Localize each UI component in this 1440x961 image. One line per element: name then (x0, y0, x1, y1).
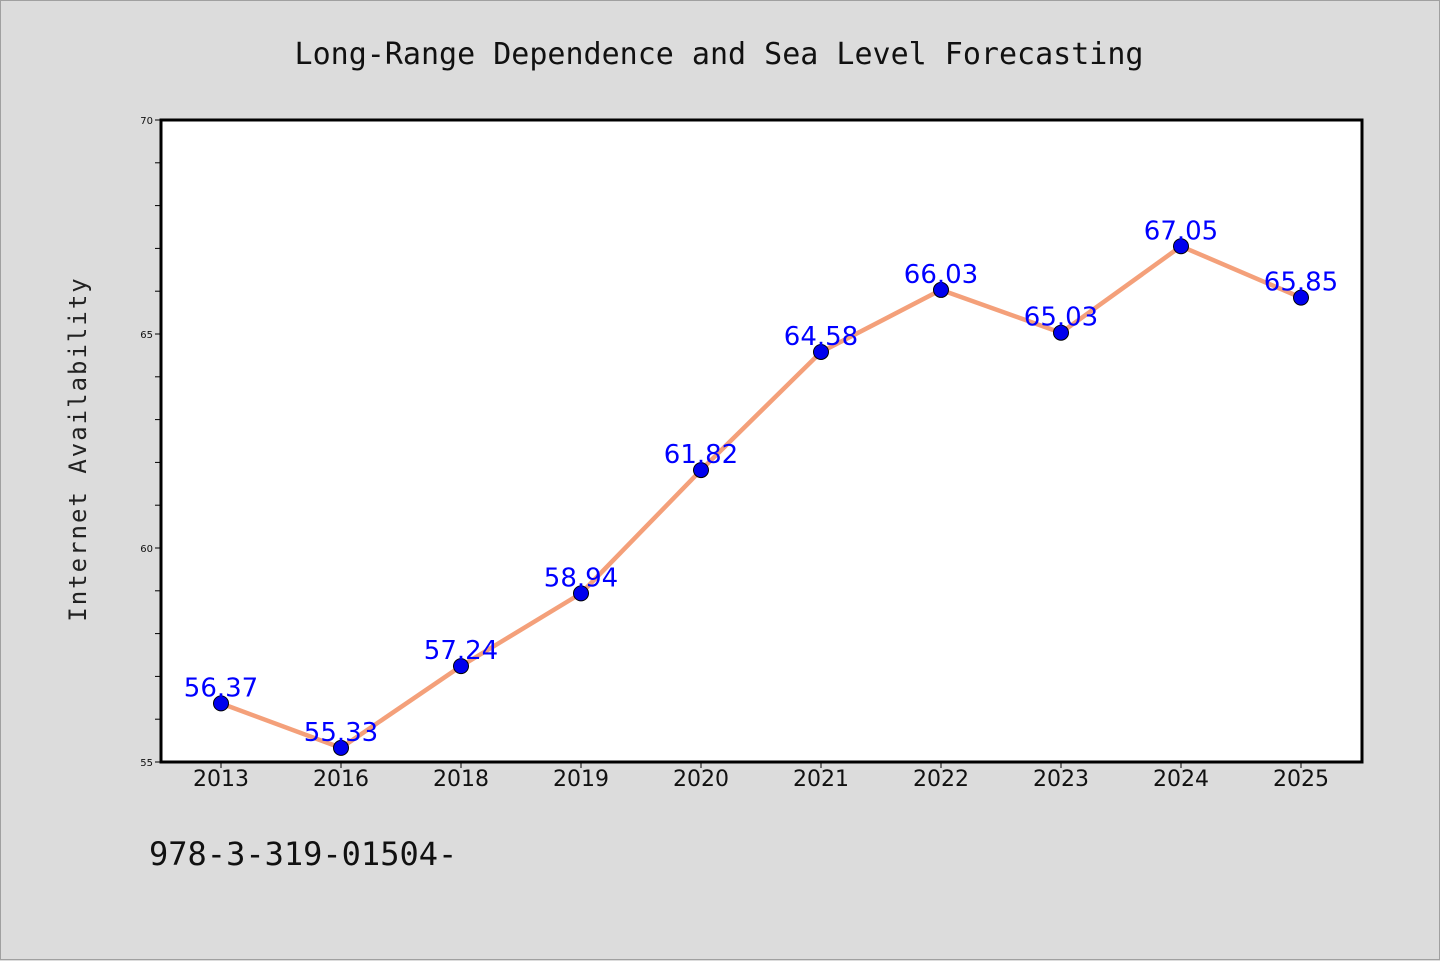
x-tick-label: 2023 (1033, 767, 1089, 792)
data-point (1293, 289, 1309, 306)
x-axis: 2013 2016 2018 2019 2020 2021 2022 2023 2024 2025 (193, 762, 1329, 792)
data-label: 55.33 (304, 718, 378, 748)
x-tick-label: 2022 (913, 767, 969, 792)
x-tick-label: 2019 (553, 767, 609, 792)
chart-title: Long-Range Dependence and Sea Level Fore… (295, 37, 1144, 72)
series-layer (213, 238, 1309, 756)
data-point (573, 585, 589, 602)
data-point (453, 658, 469, 675)
data-label: 58.94 (544, 563, 618, 593)
data-point (213, 695, 229, 712)
y-tick-label: 70 (140, 116, 153, 127)
data-point (813, 343, 829, 360)
data-label: 57.24 (424, 636, 498, 666)
y-axis: 55 60 65 70 (140, 116, 161, 769)
x-tick-label: 2016 (313, 767, 369, 792)
x-tick-label: 2024 (1153, 767, 1209, 792)
x-tick-label: 2021 (793, 767, 849, 792)
y-axis-label: Internet Availability (64, 276, 92, 621)
data-labels-layer: 56.37 55.33 57.24 58.94 61.82 64.58 66.03 65.03… (184, 216, 1338, 748)
x-tick-label: 2025 (1273, 767, 1329, 792)
data-label: 67.05 (1144, 216, 1218, 246)
footer-text: 978-3-319-01504- (149, 835, 457, 873)
data-label: 65.03 (1024, 303, 1098, 333)
x-tick-label: 2020 (673, 767, 729, 792)
x-tick-label: 2013 (193, 767, 249, 792)
x-tick-label: 2018 (433, 767, 489, 792)
data-point (1173, 238, 1189, 255)
plot-area (159, 118, 1364, 764)
data-label: 65.85 (1264, 268, 1338, 298)
data-label: 66.03 (904, 260, 978, 290)
y-tick-label: 60 (140, 544, 153, 555)
data-label: 61.82 (664, 440, 738, 470)
y-tick-label: 55 (140, 758, 153, 769)
data-point (933, 281, 949, 298)
y-tick-label: 65 (140, 330, 153, 341)
data-label: 64.58 (784, 322, 858, 352)
data-label: 56.37 (184, 673, 258, 703)
data-point (333, 739, 349, 756)
data-point (693, 462, 709, 479)
series-line (218, 244, 1304, 751)
data-point (1053, 324, 1069, 341)
